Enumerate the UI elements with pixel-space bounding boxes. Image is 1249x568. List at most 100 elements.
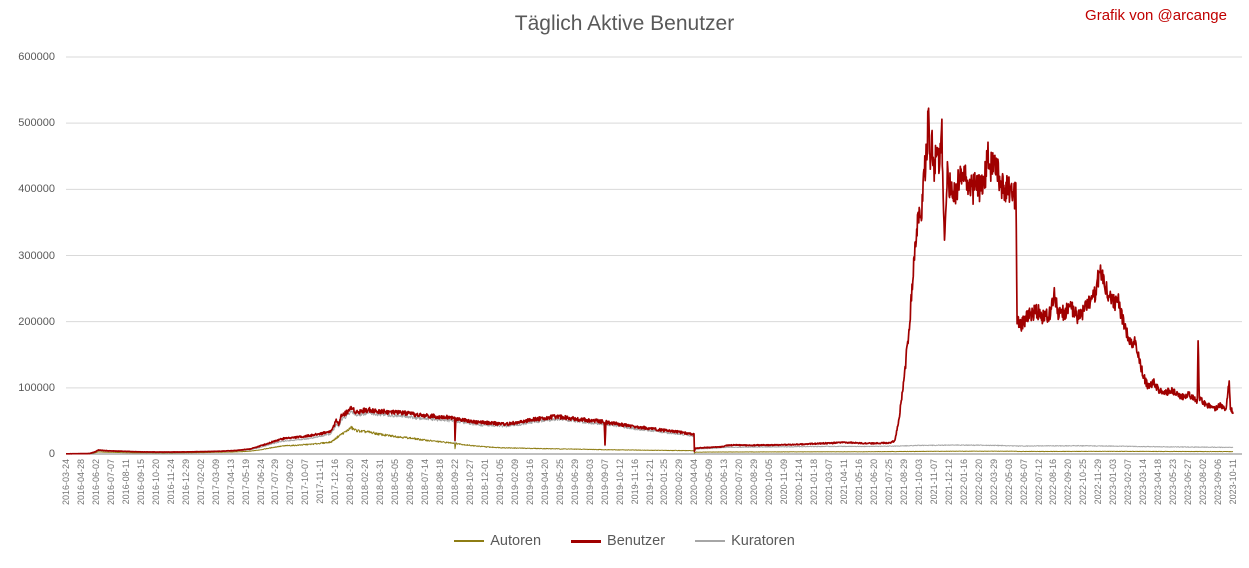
x-tick-label: 2016-04-28 [75,459,86,506]
x-tick-label: 2022-01-16 [958,459,969,506]
x-tick-label: 2020-10-05 [764,459,775,506]
x-tick-label: 2018-05-05 [390,459,401,506]
x-tick-label: 2020-06-13 [719,459,730,506]
x-tick-label: 2021-03-07 [824,459,835,506]
x-tick-label: 2020-11-09 [779,459,790,505]
x-tick-label: 2020-05-09 [704,459,715,506]
x-tick-label: 2017-06-24 [255,459,266,506]
x-tick-label: 2018-12-01 [479,459,490,506]
x-tick-label: 2017-09-02 [285,459,296,506]
y-tick-label: 200000 [18,315,55,328]
x-tick-label: 2022-07-12 [1033,459,1044,506]
x-tick-label: 2021-12-12 [943,459,954,506]
x-tick-label: 2023-06-27 [1183,459,1194,506]
x-tick-label: 2019-11-16 [629,459,640,505]
x-tick-label: 2018-09-22 [450,459,460,506]
x-tick-label: 2023-10-11 [1228,459,1238,505]
y-tick-label: 600000 [18,51,55,63]
x-tick-label: 2019-09-07 [599,459,610,506]
x-tick-label: 2022-02-20 [973,459,984,506]
x-tick-label: 2019-01-05 [494,459,505,506]
x-tick-label: 2018-06-09 [405,459,416,506]
x-tick-label: 2020-02-29 [674,459,685,506]
x-tick-label: 2023-01-03 [1108,459,1119,506]
x-tick-label: 2022-08-16 [1048,459,1059,506]
x-tick-label: 2016-08-11 [120,459,131,505]
x-tick-label: 2021-10-03 [913,459,924,506]
x-tick-label: 2019-12-21 [644,459,655,506]
legend-item-autoren: Autoren [454,533,541,549]
x-tick-label: 2022-09-20 [1063,459,1074,506]
series-line-autoren [65,425,1234,455]
x-tick-label: 2018-01-20 [345,459,356,506]
x-tick-label: 2017-02-02 [195,459,206,506]
x-tick-label: 2017-10-07 [300,459,311,506]
x-tick-label: 2016-12-29 [180,459,191,506]
legend-swatch-benutzer [571,539,602,543]
x-tick-label: 2017-07-29 [270,459,281,506]
x-tick-label: 2017-11-11 [315,459,326,504]
legend-swatch-autoren [454,540,485,542]
x-tick-label: 2016-10-20 [150,459,161,506]
x-tick-label: 2016-03-24 [61,459,71,506]
x-tick-label: 2017-03-09 [210,459,221,506]
x-tick-label: 2018-03-31 [375,459,386,506]
x-tick-label: 2016-06-02 [90,459,101,506]
x-tick-label: 2021-07-25 [883,459,894,506]
x-tick-label: 2021-08-29 [898,459,909,506]
x-tick-label: 2019-08-03 [584,459,595,506]
chart-title: Täglich Aktive Benutzer [514,12,735,35]
x-tick-label: 2018-10-27 [464,459,475,506]
y-tick-label: 100000 [18,381,55,394]
x-tick-label: 2016-07-07 [105,459,116,506]
x-tick-label: 2023-02-07 [1123,459,1134,506]
x-tick-label: 2018-08-18 [435,459,446,506]
x-tick-label: 2020-08-29 [749,459,760,506]
y-tick-label: 300000 [18,249,55,262]
x-tick-label: 2023-08-02 [1198,459,1209,506]
credit-label: Grafik von @arcange [1085,7,1227,24]
x-tick-label: 2023-09-06 [1213,459,1224,506]
x-tick-label: 2019-10-12 [614,459,625,506]
x-tick-label: 2020-07-20 [734,459,745,506]
x-tick-label: 2021-04-11 [839,459,849,505]
x-tick-label: 2017-05-19 [240,459,251,506]
legend-item-kuratoren: Kuratoren [695,533,795,549]
series-line-kuratoren [65,410,1234,455]
series-line-benutzer [65,107,1234,455]
legend-label: Benutzer [607,533,666,549]
x-tick-label: 2022-10-25 [1078,459,1089,506]
legend-swatch-kuratoren [695,540,726,542]
x-tick-label: 2018-07-14 [420,459,431,506]
x-tick-label: 2018-02-24 [360,459,371,506]
x-tick-label: 2022-11-29 [1093,459,1104,505]
x-tick-label: 2021-05-16 [853,459,864,506]
legend: Autoren Benutzer Kuratoren [0,533,1249,549]
x-tick-label: 2020-01-25 [659,459,670,506]
x-tick-label: 2017-04-13 [225,459,236,506]
x-tick-label: 2020-04-04 [689,459,700,506]
x-tick-label: 2021-11-07 [928,459,939,505]
y-tick-label: 400000 [18,183,55,196]
x-tick-label: 2023-04-18 [1153,459,1164,506]
x-tick-label: 2022-03-29 [988,459,999,506]
x-tick-label: 2021-01-18 [809,459,820,506]
x-tick-label: 2019-04-20 [539,459,550,506]
x-tick-label: 2016-09-15 [135,459,146,506]
x-tick-label: 2017-12-16 [330,459,341,506]
y-tick-label: 0 [48,448,55,460]
x-tick-label: 2019-06-29 [569,459,580,506]
x-tick-label: 2020-12-14 [794,459,805,506]
x-tick-label: 2019-03-16 [524,459,535,506]
x-tick-label: 2023-05-23 [1168,459,1179,506]
x-tick-label: 2022-06-07 [1018,459,1029,506]
x-tick-label: 2016-11-24 [165,459,176,505]
x-tick-label: 2023-03-14 [1138,459,1149,506]
legend-label: Kuratoren [731,533,795,549]
legend-item-benutzer: Benutzer [571,533,665,549]
x-tick-label: 2021-06-20 [868,459,879,506]
x-tick-label: 2019-05-25 [554,459,565,506]
legend-label: Autoren [490,533,542,549]
